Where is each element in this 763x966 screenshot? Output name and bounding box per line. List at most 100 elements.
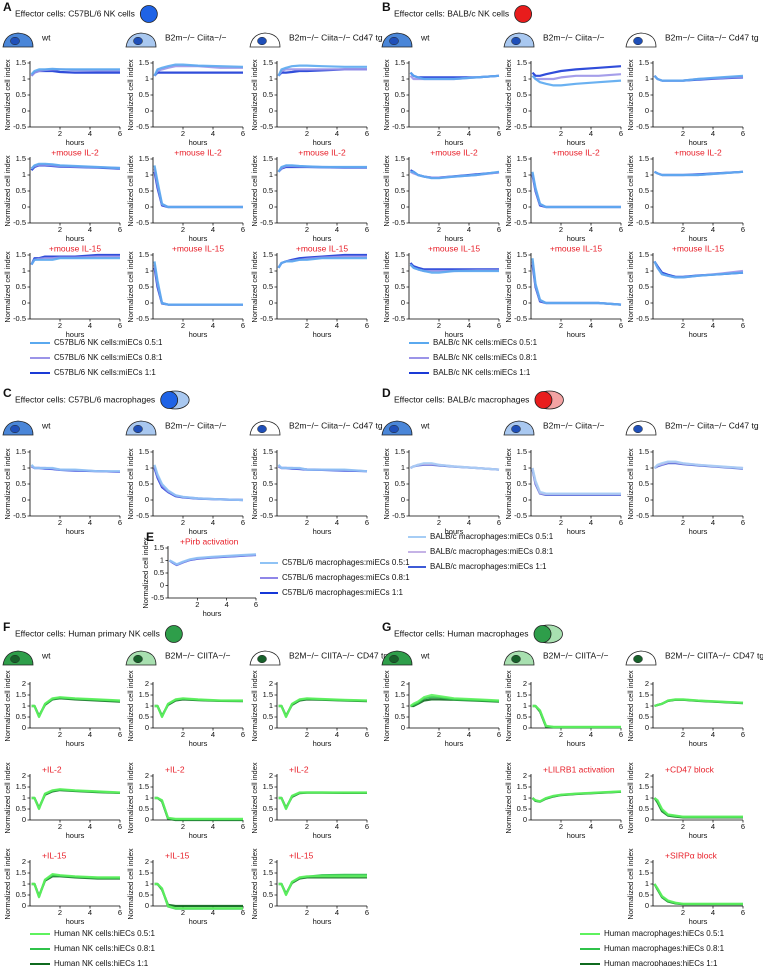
series-line bbox=[277, 164, 367, 173]
y-tick-label: 1.5 bbox=[139, 154, 149, 163]
x-tick-label: 6 bbox=[254, 600, 258, 609]
y-tick-label: 0 bbox=[401, 495, 405, 504]
y-axis-label: Normalized cell index bbox=[626, 670, 635, 742]
y-axis-label: Normalized cell index bbox=[126, 155, 135, 227]
cell-nucleus bbox=[133, 36, 143, 46]
y-tick-label: 1 bbox=[645, 793, 649, 802]
y-tick-label: 0 bbox=[269, 815, 273, 824]
column-header: wt bbox=[41, 650, 51, 660]
y-tick-label: 0 bbox=[22, 901, 26, 910]
y-tick-label: -0.5 bbox=[13, 314, 26, 323]
annotation: +IL-15 bbox=[42, 850, 67, 860]
panel-letter: G bbox=[382, 620, 391, 634]
x-tick-label: 4 bbox=[335, 518, 339, 527]
y-tick-label: 1 bbox=[523, 266, 527, 275]
cell-nucleus bbox=[10, 424, 20, 434]
y-tick-label: 0 bbox=[22, 815, 26, 824]
x-tick-label: 4 bbox=[88, 518, 92, 527]
y-tick-label: 0 bbox=[401, 298, 405, 307]
y-tick-label: 1.5 bbox=[154, 543, 164, 552]
column-header: B2m−/− Ciita−/− Cd47 tg bbox=[289, 420, 383, 430]
y-tick-label: 0.5 bbox=[517, 804, 527, 813]
x-tick-label: 6 bbox=[619, 730, 623, 739]
y-tick-label: 0 bbox=[645, 298, 649, 307]
y-tick-label: 1 bbox=[22, 74, 26, 83]
x-tick-label: 6 bbox=[741, 730, 745, 739]
legend-label: BALB/c macrophages:miECs 0.5:1 bbox=[430, 532, 554, 541]
y-tick-label: 0 bbox=[401, 106, 405, 115]
annotation: +mouse IL-15 bbox=[296, 243, 348, 253]
x-tick-label: 6 bbox=[497, 730, 501, 739]
x-tick-label: 4 bbox=[711, 822, 715, 831]
x-tick-label: 2 bbox=[437, 730, 441, 739]
y-tick-label: 0 bbox=[645, 815, 649, 824]
panel-title: Effector cells: BALB/c macrophages bbox=[394, 394, 529, 404]
y-tick-label: -0.5 bbox=[392, 218, 405, 227]
y-tick-label: 1 bbox=[645, 266, 649, 275]
y-tick-label: 0.5 bbox=[139, 890, 149, 899]
x-tick-label: 4 bbox=[589, 129, 593, 138]
column-header: wt bbox=[420, 420, 430, 430]
y-tick-label: 0.5 bbox=[263, 90, 273, 99]
y-tick-label: 1 bbox=[401, 701, 405, 710]
x-axis-label: hours bbox=[689, 330, 708, 339]
x-tick-label: 6 bbox=[365, 129, 369, 138]
x-tick-label: 4 bbox=[211, 129, 215, 138]
series-line bbox=[153, 466, 244, 502]
x-tick-label: 6 bbox=[497, 225, 501, 234]
x-tick-label: 6 bbox=[619, 518, 623, 527]
annotation: +IL-15 bbox=[289, 850, 314, 860]
x-tick-label: 2 bbox=[305, 225, 309, 234]
series-line bbox=[30, 257, 120, 266]
x-tick-label: 2 bbox=[181, 822, 185, 831]
y-tick-label: 1 bbox=[145, 701, 149, 710]
y-tick-label: 0 bbox=[145, 723, 149, 732]
series-line bbox=[278, 697, 368, 719]
x-tick-label: 6 bbox=[497, 518, 501, 527]
y-tick-label: 1.5 bbox=[16, 447, 26, 456]
x-tick-label: 2 bbox=[58, 129, 62, 138]
panel-letter: E bbox=[146, 530, 154, 544]
x-tick-label: 4 bbox=[335, 730, 339, 739]
y-tick-label: 1.5 bbox=[395, 447, 405, 456]
y-tick-label: 0 bbox=[269, 723, 273, 732]
series-line bbox=[153, 267, 243, 306]
y-tick-label: 0 bbox=[145, 495, 149, 504]
legend-label: C57BL/6 NK cells:miECs 0.5:1 bbox=[54, 338, 163, 347]
y-axis-label: Normalized cell index bbox=[504, 155, 513, 227]
series-line bbox=[531, 790, 622, 803]
y-tick-label: 1 bbox=[269, 170, 273, 179]
y-tick-label: 1.5 bbox=[139, 868, 149, 877]
x-axis-label: hours bbox=[66, 831, 85, 840]
x-tick-label: 4 bbox=[589, 321, 593, 330]
y-tick-label: 0 bbox=[269, 298, 273, 307]
series-line bbox=[154, 882, 243, 910]
y-tick-label: -0.5 bbox=[392, 511, 405, 520]
y-tick-label: 1.5 bbox=[263, 868, 273, 877]
annotation: +Pirb activation bbox=[180, 536, 239, 546]
series-line bbox=[531, 467, 621, 495]
series-line bbox=[531, 467, 621, 496]
y-axis-label: Normalized cell index bbox=[3, 848, 12, 920]
legend-label: Human NK cells:hiECs 1:1 bbox=[54, 959, 149, 966]
y-tick-label: 0 bbox=[523, 202, 527, 211]
y-tick-label: 1 bbox=[145, 463, 149, 472]
x-tick-label: 6 bbox=[241, 908, 245, 917]
y-tick-label: 0.5 bbox=[395, 479, 405, 488]
x-tick-label: 4 bbox=[335, 822, 339, 831]
x-tick-label: 6 bbox=[741, 225, 745, 234]
x-axis-label: hours bbox=[567, 739, 586, 748]
x-tick-label: 4 bbox=[589, 822, 593, 831]
x-axis-label: hours bbox=[189, 138, 208, 147]
legend-label: C57BL/6 macrophages:miECs 0.8:1 bbox=[282, 573, 410, 582]
y-tick-label: 1 bbox=[160, 555, 164, 564]
annotation: +IL-2 bbox=[165, 764, 185, 774]
cell-nucleus bbox=[257, 424, 267, 434]
x-tick-label: 4 bbox=[711, 225, 715, 234]
y-axis-label: Normalized cell index bbox=[3, 155, 12, 227]
series-line bbox=[409, 462, 500, 471]
series-line bbox=[153, 63, 244, 77]
y-axis-label: Normalized cell index bbox=[126, 848, 135, 920]
series-line bbox=[153, 71, 243, 77]
